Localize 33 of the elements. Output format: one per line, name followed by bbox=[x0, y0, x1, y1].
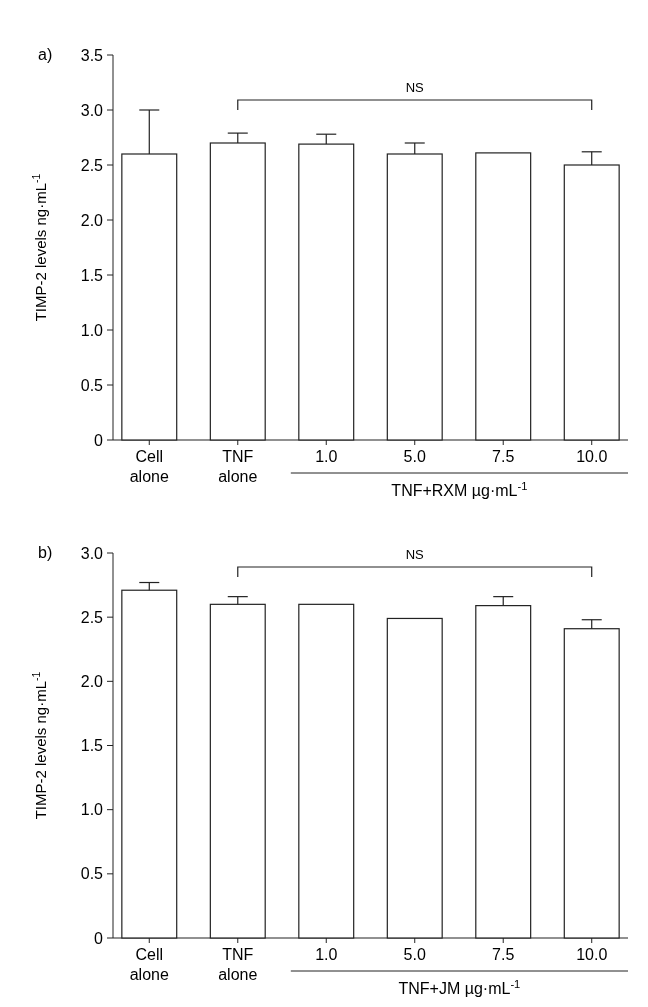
x-tick-label: 10.0 bbox=[576, 946, 608, 963]
y-tick-label: 3.5 bbox=[80, 46, 104, 64]
y-tick-label: 1.5 bbox=[80, 266, 104, 284]
y-tick-label: 2.5 bbox=[80, 156, 104, 174]
x-axis-title: TNF+RXM µg·mL$^{-1}$ bbox=[391, 480, 528, 499]
x-axis-title: TNF+JM µg·mL$^{-1}$ bbox=[398, 978, 521, 997]
y-tick-label: 1.0 bbox=[80, 321, 104, 339]
y-tick-label: 1.5 bbox=[80, 737, 104, 755]
x-tick-label: TNF alone bbox=[218, 448, 258, 485]
x-tick-label: 7.5 bbox=[492, 946, 515, 963]
y-tick-label: 0.5 bbox=[80, 865, 104, 883]
x-tick-label: Cell alone bbox=[129, 448, 169, 485]
y-tick-label: 2.0 bbox=[80, 211, 104, 229]
y-tick-label: 1.0 bbox=[80, 801, 104, 819]
chart-title: a) bbox=[38, 46, 53, 63]
x-tick-label: 5.0 bbox=[403, 448, 426, 465]
y-tick-label: 3.0 bbox=[80, 544, 104, 562]
annotation: NS bbox=[405, 80, 425, 95]
chart-title: b) bbox=[38, 544, 53, 561]
y-tick-label: 2.5 bbox=[80, 608, 104, 626]
annotation: NS bbox=[405, 547, 425, 562]
x-tick-label: 10.0 bbox=[576, 448, 608, 465]
y-tick-label: 2.0 bbox=[80, 672, 104, 690]
x-tick-label: TNF alone bbox=[218, 946, 258, 983]
x-tick-label: 5.0 bbox=[403, 946, 426, 963]
x-tick-label: 7.5 bbox=[492, 448, 515, 465]
x-tick-label: 1.0 bbox=[315, 946, 338, 963]
y-tick-label: 0 bbox=[94, 929, 104, 947]
x-tick-label: 1.0 bbox=[315, 448, 338, 465]
y-tick-label: 3.0 bbox=[80, 101, 104, 119]
y-tick-label: 0 bbox=[94, 431, 104, 449]
y-tick-label: 0.5 bbox=[80, 376, 104, 394]
x-tick-label: Cell alone bbox=[129, 946, 169, 983]
